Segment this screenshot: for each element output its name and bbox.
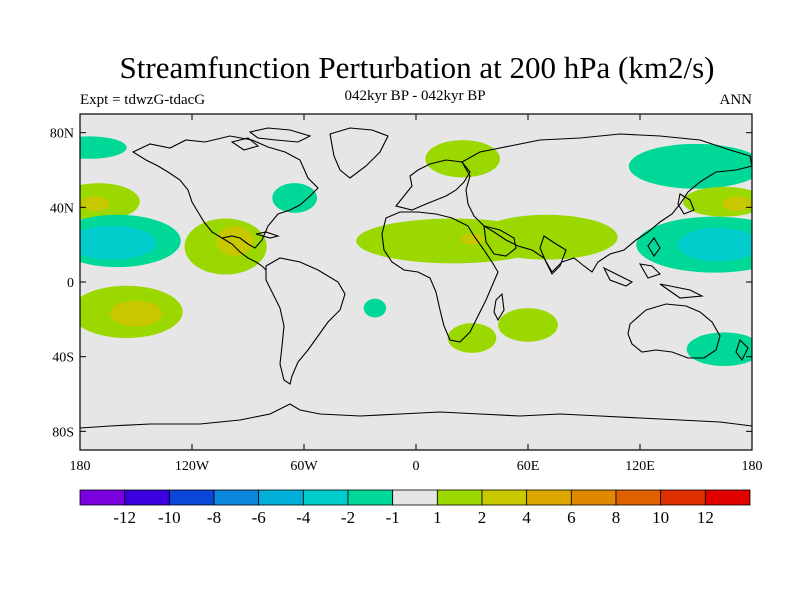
coastline-asia: [461, 133, 752, 273]
colorbar-label: -8: [207, 508, 221, 527]
coastline-antarctica: [80, 403, 752, 429]
colorbar-swatch: [570, 489, 617, 506]
experiment-label: Expt = tdwzG-tdacG: [80, 92, 206, 108]
coastline-japan: [677, 193, 695, 215]
coastline-arabia: [483, 225, 517, 257]
colorbar-label: -6: [252, 508, 266, 527]
lon-tick-label: 0: [413, 459, 420, 474]
season-label: ANN: [719, 92, 753, 108]
lon-tick-label: 120E: [625, 459, 655, 474]
colorbar-label: -1: [386, 508, 400, 527]
coastline-arctic-islands: [230, 127, 312, 151]
colorbar-label: -2: [341, 508, 355, 527]
contour-south-pacific-positive-core: [109, 300, 163, 327]
lat-tick-label: 0: [67, 276, 74, 291]
contour-south-africa-positive: [447, 323, 497, 353]
colorbar-swatch: [392, 489, 438, 506]
colorbar-label: 2: [478, 508, 487, 527]
time-period-label: 042kyr BP - 042kyr BP: [344, 88, 486, 104]
coastline-madagascar: [493, 292, 505, 322]
coastline-africa: [381, 211, 499, 343]
colorbar-swatch: [168, 489, 215, 506]
colorbar-swatch: [347, 489, 394, 506]
plot-title: Streamfunction Perturbation at 200 hPa (…: [119, 50, 715, 85]
colorbar-label: 8: [612, 508, 621, 527]
colorbar-label: -10: [158, 508, 181, 527]
contour-south-indian-positive: [498, 308, 558, 342]
coastline-maritime-continent: [602, 237, 704, 299]
contour-south-atlantic-negative: [363, 298, 387, 318]
colorbar-label: -4: [296, 508, 311, 527]
contour-australia-southeast-negative: [686, 332, 752, 366]
contour-east-pacific-positive-core: [722, 196, 752, 212]
colorbar-label: 12: [697, 508, 714, 527]
colorbar-label: -12: [113, 508, 136, 527]
contour-central-america-positive-core: [216, 226, 254, 256]
colorbar-swatch: [615, 489, 662, 506]
map-axes: 180 120W 60W 0 60E 120E 180 80N 40N 0 40S 80S: [50, 114, 763, 474]
contour-west-pacific-negative-core: [677, 227, 752, 262]
coastline-south-america: [265, 257, 346, 385]
colorbar-label: 4: [522, 508, 531, 527]
contour-north-pacific-positive-core: [80, 196, 110, 212]
colorbar-swatch: [302, 489, 349, 506]
lat-tick-label: 40S: [52, 351, 74, 366]
coastline-india: [539, 235, 567, 275]
lat-tick-label: 80N: [50, 127, 74, 142]
colorbar-swatch: [258, 489, 304, 506]
colorbar-swatch: [481, 489, 528, 506]
lat-tick-label: 40N: [50, 201, 74, 216]
contour-arctic-pacific-negative: [80, 136, 127, 159]
contour-arabia-positive-core: [460, 233, 484, 245]
colorbar-label: 6: [567, 508, 576, 527]
coastlines: [80, 127, 752, 429]
colorbar-swatch: [436, 489, 483, 506]
coastline-caribbean: [255, 231, 280, 239]
lon-tick-label: 60E: [517, 459, 540, 474]
coastline-europe: [395, 159, 471, 211]
contour-siberia-negative: [628, 143, 752, 189]
colorbar-swatch: [124, 489, 170, 506]
contour-north-atlantic-negative: [272, 183, 318, 213]
colorbar-swatch: [660, 489, 706, 506]
lat-tick-label: 80S: [52, 425, 74, 440]
coastline-central-america: [221, 237, 267, 271]
lon-tick-label: 180: [742, 459, 763, 474]
coastline-new-zealand: [735, 338, 749, 362]
coastline-australia: [627, 303, 721, 359]
colorbar-label: 1: [433, 508, 442, 527]
contour-fields: [80, 136, 752, 366]
colorbar-swatch: [704, 489, 751, 506]
colorbar-swatch: [526, 489, 572, 506]
colorbar-swatch: [213, 489, 260, 506]
colorbar-swatch: [79, 489, 126, 506]
coastline-north-america: [131, 135, 319, 249]
contour-subtropical-pacific-negative-core: [80, 226, 157, 260]
coastline-greenland: [329, 127, 389, 179]
colorbar-label: 10: [652, 508, 669, 527]
contour-scandinavia-positive: [425, 140, 500, 178]
colorbar: -12 -10 -8 -6 -4 -2 -1 1 2 4 6 8 10 12: [79, 489, 751, 527]
lon-tick-label: 60W: [290, 459, 318, 474]
lon-tick-label: 120W: [175, 459, 210, 474]
lon-tick-label: 180: [70, 459, 91, 474]
